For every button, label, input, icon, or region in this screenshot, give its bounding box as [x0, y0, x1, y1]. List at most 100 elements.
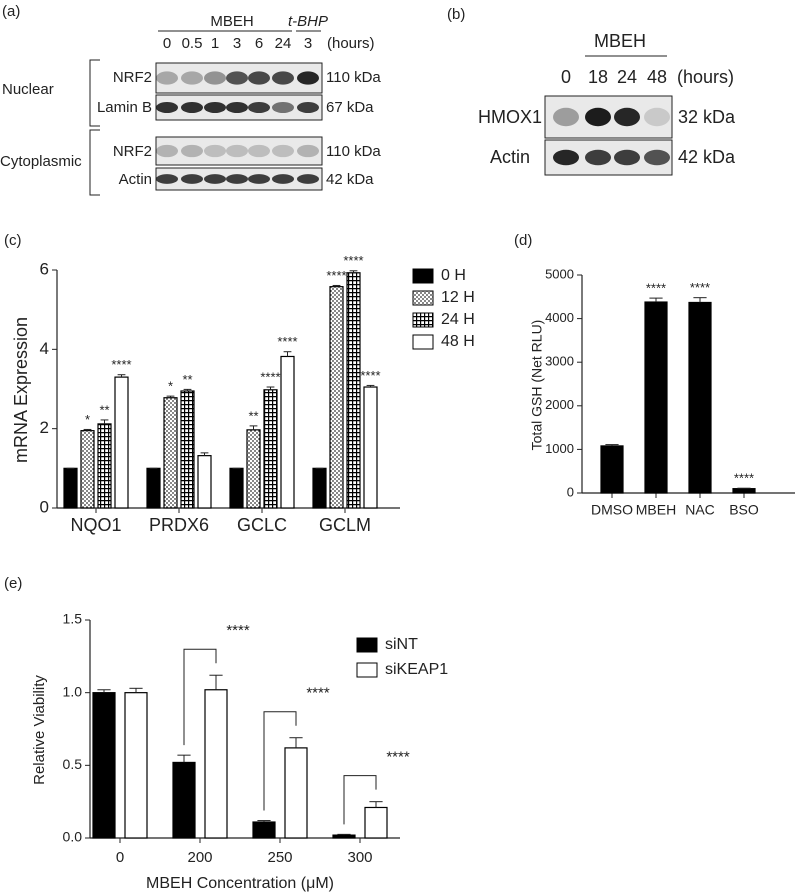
group-label: MBEH	[210, 13, 253, 30]
band	[226, 71, 248, 85]
legend-label: 48 H	[441, 333, 475, 350]
size-label: 67 kDa	[326, 99, 374, 116]
group-label: MBEH	[594, 31, 646, 51]
band	[156, 102, 178, 113]
lane-label: 1	[211, 35, 219, 52]
bar	[229, 467, 244, 509]
band	[181, 144, 203, 158]
significance-label: *	[85, 412, 90, 427]
bar	[124, 692, 148, 839]
significance-label: ****	[646, 281, 666, 296]
significance-label: ****	[343, 253, 363, 268]
band	[204, 174, 226, 184]
x-tick-label: GCLC	[237, 515, 287, 535]
legend-label: 24 H	[441, 311, 475, 328]
band	[297, 144, 319, 158]
band	[248, 102, 270, 113]
x-axis-label: MBEH Concentration (μM)	[146, 875, 334, 892]
band	[156, 174, 178, 184]
band	[156, 71, 178, 85]
bar	[146, 467, 161, 509]
panel-label: (c)	[4, 232, 22, 249]
bar	[80, 430, 95, 509]
significance-label: **	[99, 402, 109, 417]
y-axis-label: mRNA Expression	[11, 317, 31, 463]
x-tick-label: DMSO	[591, 502, 633, 518]
lane-label: 6	[255, 35, 263, 52]
significance-label: ****	[690, 280, 710, 295]
legend-label: 12 H	[441, 289, 475, 306]
legend-swatch	[412, 334, 434, 350]
legend-swatch	[412, 312, 434, 328]
section-label: Nuclear	[2, 81, 54, 98]
size-label: 110 kDa	[326, 143, 381, 160]
band	[614, 107, 640, 127]
bar	[114, 376, 129, 509]
y-tick-label: 3000	[545, 354, 574, 369]
section-label: Cytoplasmic	[0, 153, 82, 170]
band	[297, 71, 319, 85]
band	[204, 144, 226, 158]
unit-label: (hours)	[677, 67, 734, 87]
bar	[172, 761, 196, 839]
band	[297, 174, 319, 184]
band	[644, 107, 670, 127]
band	[181, 102, 203, 113]
bar	[180, 390, 195, 509]
unit-label: (hours)	[327, 35, 375, 52]
bar	[252, 821, 276, 839]
bar	[263, 389, 278, 509]
y-tick-label: 4000	[545, 310, 574, 325]
legend-label: siKEAP1	[385, 661, 448, 678]
bar	[688, 301, 712, 494]
panel-label: (d)	[514, 232, 532, 249]
significance-label: ****	[734, 471, 754, 486]
lane-label: 0.5	[182, 35, 203, 52]
band	[272, 102, 294, 113]
panel-label: (e)	[4, 575, 22, 592]
legend-swatch	[356, 662, 378, 678]
band	[226, 102, 248, 113]
bracket	[89, 59, 100, 196]
row-label: HMOX1	[478, 107, 542, 127]
band	[248, 144, 270, 158]
significance-label: ****	[277, 334, 297, 349]
y-tick-label: 0	[40, 497, 49, 516]
band	[553, 107, 579, 127]
bar	[364, 806, 388, 839]
band	[181, 174, 203, 184]
bar	[600, 445, 624, 494]
band	[297, 102, 319, 113]
significance-label: *	[168, 379, 173, 394]
bar	[363, 386, 378, 509]
lane-label: 48	[647, 67, 667, 87]
blot-frame	[155, 136, 323, 166]
x-tick-label: 200	[187, 849, 212, 866]
size-label: 42 kDa	[326, 171, 374, 188]
bar	[204, 689, 228, 839]
band	[272, 71, 294, 85]
band	[181, 71, 203, 85]
significance-label: **	[248, 408, 258, 423]
row-label: NRF2	[113, 69, 152, 86]
row-label: Lamin B	[97, 99, 152, 116]
bar	[644, 301, 668, 494]
significance-bracket	[343, 775, 377, 825]
legend-label: siNT	[385, 636, 418, 653]
y-tick-label: 6	[40, 259, 49, 278]
significance-bracket	[263, 711, 297, 811]
row-label: NRF2	[113, 143, 152, 160]
legend-swatch	[356, 637, 378, 653]
band	[585, 149, 611, 166]
significance-label: ****	[111, 357, 131, 372]
x-tick-label: 0	[116, 849, 124, 866]
control-label: t-BHP	[288, 13, 328, 30]
y-tick-label: 0	[567, 484, 574, 499]
y-tick-label: 0.0	[63, 829, 83, 845]
band	[272, 174, 294, 184]
y-axis-label: Relative Viability	[31, 675, 48, 785]
x-tick-label: BSO	[729, 502, 759, 518]
row-label: Actin	[490, 147, 530, 167]
significance-label: **	[182, 372, 192, 387]
